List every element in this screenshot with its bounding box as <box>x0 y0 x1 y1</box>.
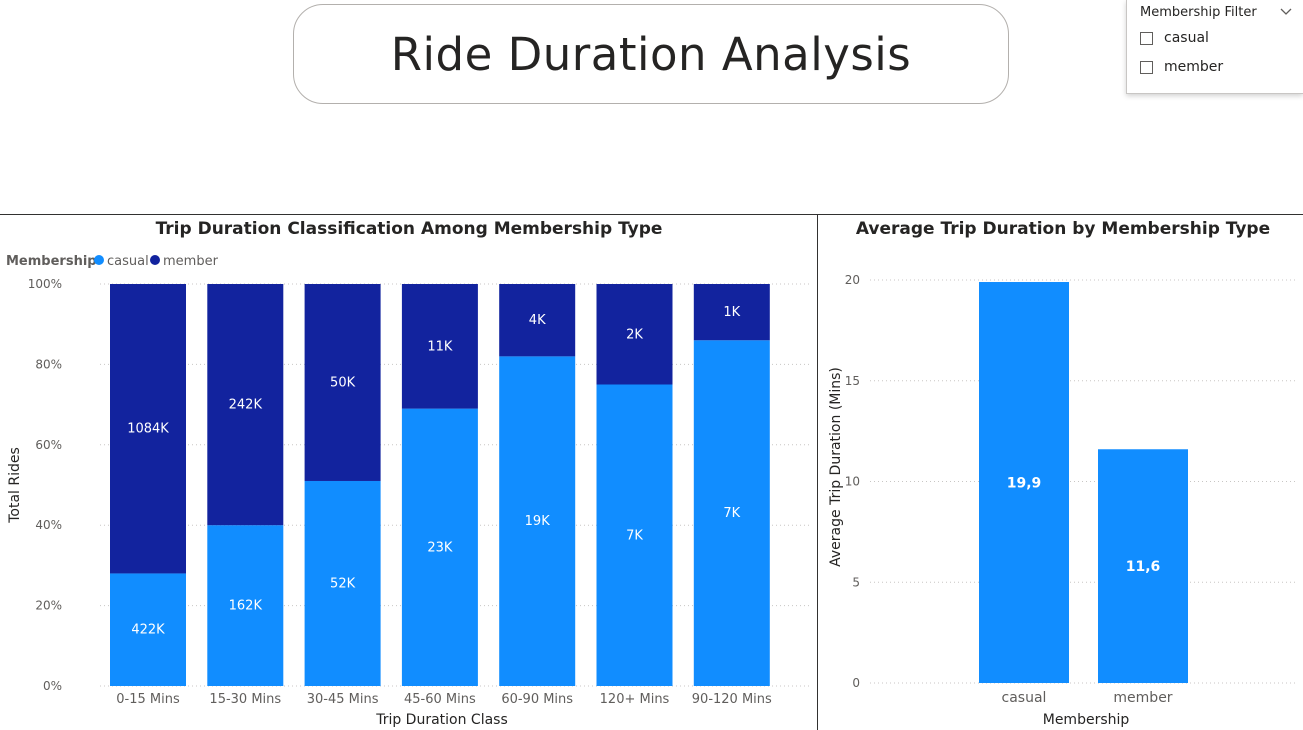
x-tick-label: 120+ Mins <box>600 692 670 707</box>
x-tick-label: 15-30 Mins <box>209 692 281 707</box>
y-tick-label: 80% <box>35 357 62 371</box>
bar-member <box>1098 449 1188 683</box>
checkbox-casual[interactable] <box>1140 31 1153 45</box>
data-label: 242K <box>229 398 263 413</box>
section-divider-horizontal <box>0 214 1303 215</box>
bar-segment-member <box>207 284 284 526</box>
data-label: 11,6 <box>1126 559 1161 575</box>
x-tick-label: 0-15 Mins <box>116 692 180 707</box>
y-tick-label: 20 <box>845 273 860 287</box>
x-tick-label: 90-120 Mins <box>692 692 772 707</box>
legend-title: Membership <box>6 254 97 269</box>
y-tick-label: 0% <box>43 679 62 693</box>
bar-segment-member <box>401 284 478 409</box>
bar-segment-casual <box>304 480 381 686</box>
slicer-option-label: casual <box>1164 30 1209 46</box>
legend-marker-casual <box>94 255 104 265</box>
legend-label-casual: casual <box>107 254 149 269</box>
bar-segment-member <box>304 284 381 481</box>
bar-segment-member <box>693 284 770 341</box>
y-tick-label: 5 <box>852 575 860 589</box>
membership-filter-slicer: Membership Filter casual member <box>1126 0 1303 94</box>
data-label: 422K <box>131 623 165 638</box>
legend-label-member: member <box>163 254 219 269</box>
y-tick-label: 10 <box>845 475 860 489</box>
bar-segment-casual <box>693 340 770 686</box>
checkbox-member[interactable] <box>1140 60 1153 74</box>
slicer-header: Membership Filter <box>1140 5 1257 20</box>
bar-segment-member <box>110 284 186 574</box>
bar-segment-casual <box>596 384 673 686</box>
y-tick-label: 15 <box>845 374 860 388</box>
x-axis-title: Membership <box>1043 712 1130 728</box>
data-label: 11K <box>427 339 453 354</box>
title-card: Ride Duration Analysis <box>293 4 1009 104</box>
data-label: 52K <box>330 576 356 591</box>
x-axis-title: Trip Duration Class <box>375 712 508 728</box>
y-tick-label: 20% <box>35 599 62 613</box>
chevron-down-icon[interactable] <box>1279 4 1293 18</box>
y-tick-label: 100% <box>28 277 62 291</box>
chart-title: Average Trip Duration by Membership Type <box>856 219 1270 239</box>
data-label: 162K <box>229 599 263 614</box>
average-duration-bar-chart: Average Trip Duration by Membership Type… <box>828 219 1298 728</box>
x-tick-label: member <box>1113 690 1172 706</box>
slicer-option-member[interactable]: member <box>1140 59 1223 75</box>
data-label: 19,9 <box>1007 476 1042 492</box>
data-label: 50K <box>330 375 356 390</box>
data-label: 7K <box>723 506 740 521</box>
page-title: Ride Duration Analysis <box>390 27 912 81</box>
bar-segment-casual <box>207 525 284 686</box>
data-label: 4K <box>529 313 546 328</box>
stacked-percent-bar-chart: Trip Duration Classification Among Membe… <box>6 219 810 728</box>
x-tick-label: 60-90 Mins <box>501 692 573 707</box>
y-tick-label: 40% <box>35 518 62 532</box>
x-tick-label: 45-60 Mins <box>404 692 476 707</box>
y-axis-title: Total Rides <box>7 447 23 524</box>
y-tick-label: 0 <box>852 676 860 690</box>
y-tick-label: 60% <box>35 438 62 452</box>
chart-title: Trip Duration Classification Among Membe… <box>156 219 663 239</box>
data-label: 7K <box>626 528 643 543</box>
data-label: 1084K <box>127 422 169 437</box>
data-label: 2K <box>626 327 643 342</box>
bar-segment-casual <box>110 573 186 686</box>
y-axis-title: Average Trip Duration (Mins) <box>828 367 844 567</box>
section-divider-vertical <box>817 214 818 730</box>
slicer-option-label: member <box>1164 59 1224 75</box>
bar-segment-member <box>596 284 673 385</box>
slicer-option-casual[interactable]: casual <box>1140 30 1209 46</box>
data-label: 19K <box>525 514 551 529</box>
bar-segment-casual <box>499 356 576 686</box>
legend-marker-member <box>150 255 160 265</box>
bar-segment-member <box>499 284 576 357</box>
data-label: 1K <box>723 305 740 320</box>
x-tick-label: casual <box>1002 690 1047 706</box>
bar-casual <box>979 282 1069 683</box>
bar-segment-casual <box>401 408 478 686</box>
x-tick-label: 30-45 Mins <box>307 692 379 707</box>
data-label: 23K <box>427 540 453 555</box>
